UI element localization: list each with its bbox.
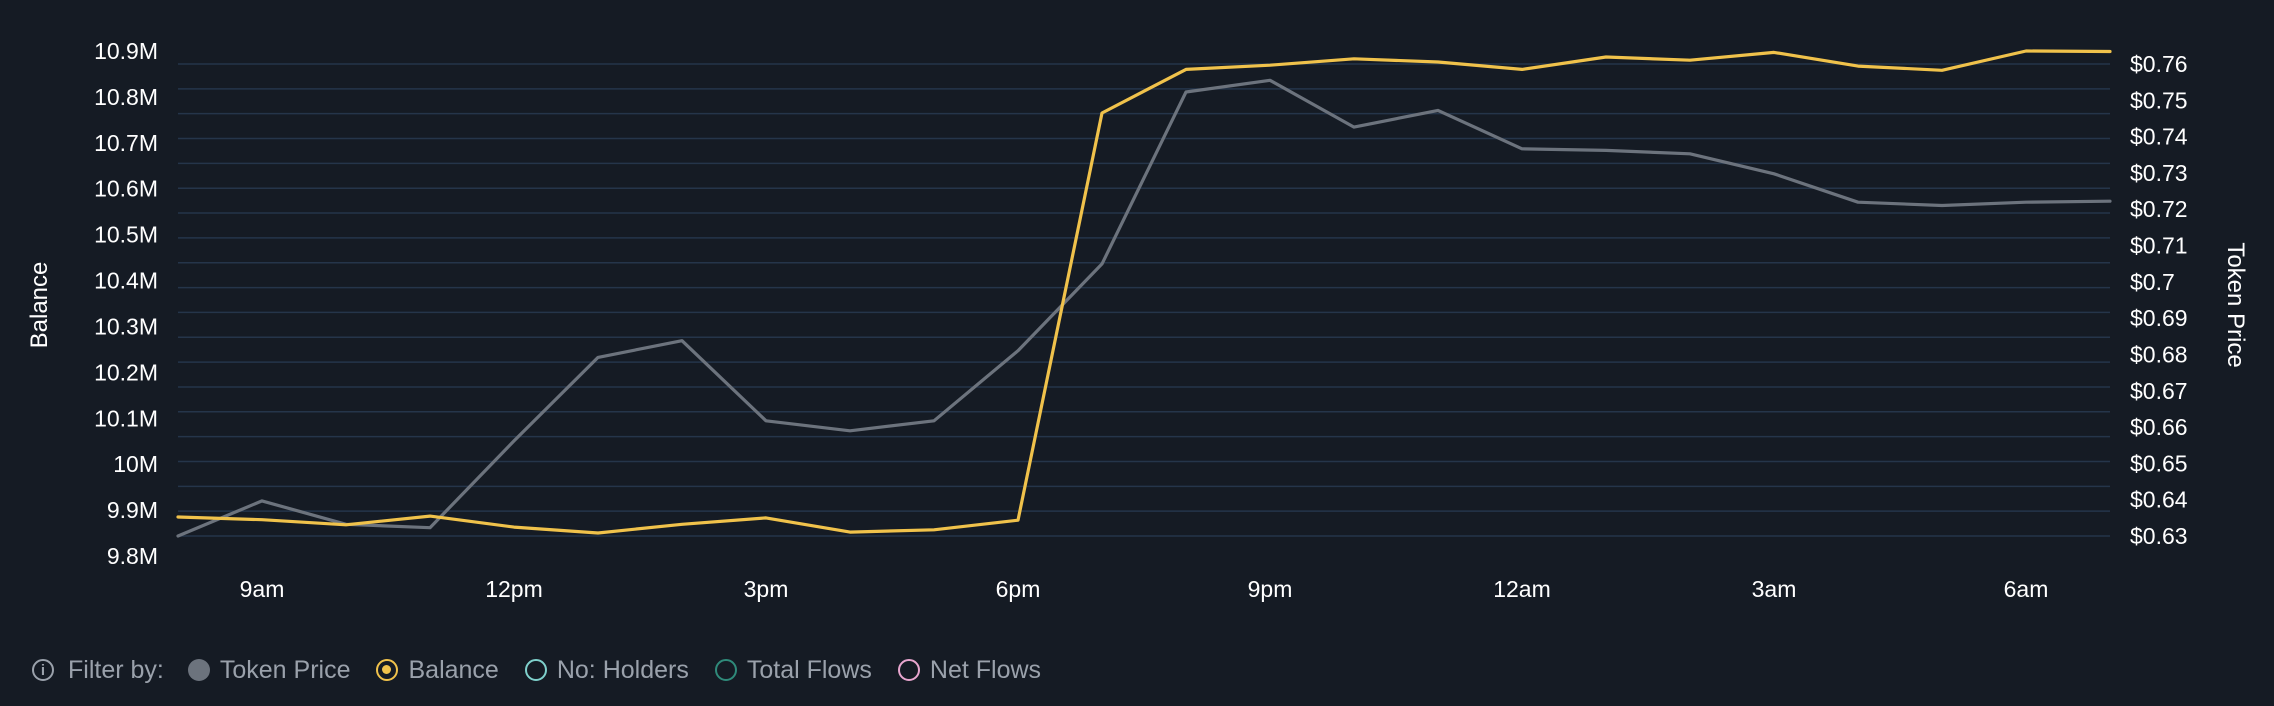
y2-tick-label: $0.65 <box>2130 450 2188 476</box>
legend-item-balance[interactable]: Balance <box>376 655 499 685</box>
y-tick-label: 10.8M <box>94 84 158 110</box>
legend-label-total-flows: Total Flows <box>746 655 872 684</box>
series-line-token-price <box>176 78 2112 538</box>
y2-tick-label: $0.73 <box>2130 160 2188 186</box>
x-tick-label: 3pm <box>744 576 789 602</box>
filter-by: i Filter by: <box>32 656 164 685</box>
x-tick-label: 9pm <box>1248 576 1293 602</box>
line-chart: 10.9M 10.8M 10.7M 10.6M 10.5M 10.4M 10.3M 10.2M… <box>26 38 2249 602</box>
y-tick-label: 10.3M <box>94 313 158 339</box>
y-tick-label: 10.4M <box>94 268 158 294</box>
legend-label-token-price: Token Price <box>219 655 351 684</box>
y2-tick-label: $0.74 <box>2130 124 2188 150</box>
y2-tick-label: $0.68 <box>2130 341 2188 367</box>
x-tick-label: 6am <box>2004 576 2049 602</box>
y2-tick-label: $0.72 <box>2130 196 2188 222</box>
legend-item-total-flows[interactable]: Total Flows <box>714 655 872 685</box>
y-tick-label: 10.2M <box>94 359 158 385</box>
series-line-balance <box>176 49 2112 535</box>
filled-gray-circle-icon <box>187 659 210 681</box>
y-tick-label: 9.8M <box>107 543 158 569</box>
x-tick-label: 3am <box>1752 576 1797 602</box>
pink-ring-icon <box>897 659 920 681</box>
x-tick-label: 9am <box>240 576 285 602</box>
y2-tick-label: $0.67 <box>2130 378 2188 404</box>
y2-tick-label: $0.76 <box>2130 51 2188 77</box>
x-tick-label: 12am <box>1493 576 1551 602</box>
x-tick-label: 6pm <box>996 576 1041 602</box>
left-y-axis: 10.9M 10.8M 10.7M 10.6M 10.5M 10.4M 10.3M 10.2M… <box>94 38 158 569</box>
grid-lines <box>178 63 2110 537</box>
y-tick-label: 9.9M <box>107 497 158 523</box>
y-tick-label: 10.9M <box>94 38 158 64</box>
y2-tick-label: $0.75 <box>2130 87 2188 113</box>
right-y-axis: $0.76 $0.75 $0.74 $0.73 $0.72 $0.71 $0.7 $0.69 $… <box>2130 51 2188 549</box>
teal-ring-icon <box>524 659 547 681</box>
y2-tick-label: $0.66 <box>2130 414 2188 440</box>
y2-tick-label: $0.69 <box>2130 305 2188 331</box>
y2-tick-label: $0.64 <box>2130 487 2188 513</box>
y-tick-label: 10.7M <box>94 130 158 156</box>
y-tick-label: 10.5M <box>94 222 158 248</box>
y2-tick-label: $0.7 <box>2130 269 2175 295</box>
legend-item-holders[interactable]: No: Holders <box>524 655 689 685</box>
series-lines <box>176 49 2112 538</box>
yellow-radio-icon <box>376 659 399 681</box>
legend: i Filter by: Token Price Balance No: Hol… <box>32 650 1067 690</box>
legend-item-net-flows[interactable]: Net Flows <box>897 655 1042 685</box>
y-axis-title-token-price: Token Price <box>2222 242 2249 367</box>
y-tick-label: 10M <box>113 451 158 477</box>
filter-label: Filter by: <box>68 655 164 684</box>
info-icon[interactable]: i <box>32 659 54 681</box>
legend-label-balance: Balance <box>408 655 499 684</box>
x-tick-label: 12pm <box>485 576 543 602</box>
legend-label-net-flows: Net Flows <box>929 655 1042 684</box>
legend-label-holders: No: Holders <box>556 655 689 684</box>
y2-tick-label: $0.71 <box>2130 233 2188 259</box>
legend-item-token-price[interactable]: Token Price <box>187 655 351 685</box>
y2-tick-label: $0.63 <box>2130 523 2188 549</box>
y-tick-label: 10.6M <box>94 176 158 202</box>
radio-dot-icon <box>382 665 392 674</box>
y-axis-title-balance: Balance <box>26 262 53 349</box>
green-ring-icon <box>714 659 737 681</box>
y-tick-label: 10.1M <box>94 405 158 431</box>
x-axis: 9am 12pm 3pm 6pm 9pm 12am 3am 6am <box>240 576 2049 602</box>
